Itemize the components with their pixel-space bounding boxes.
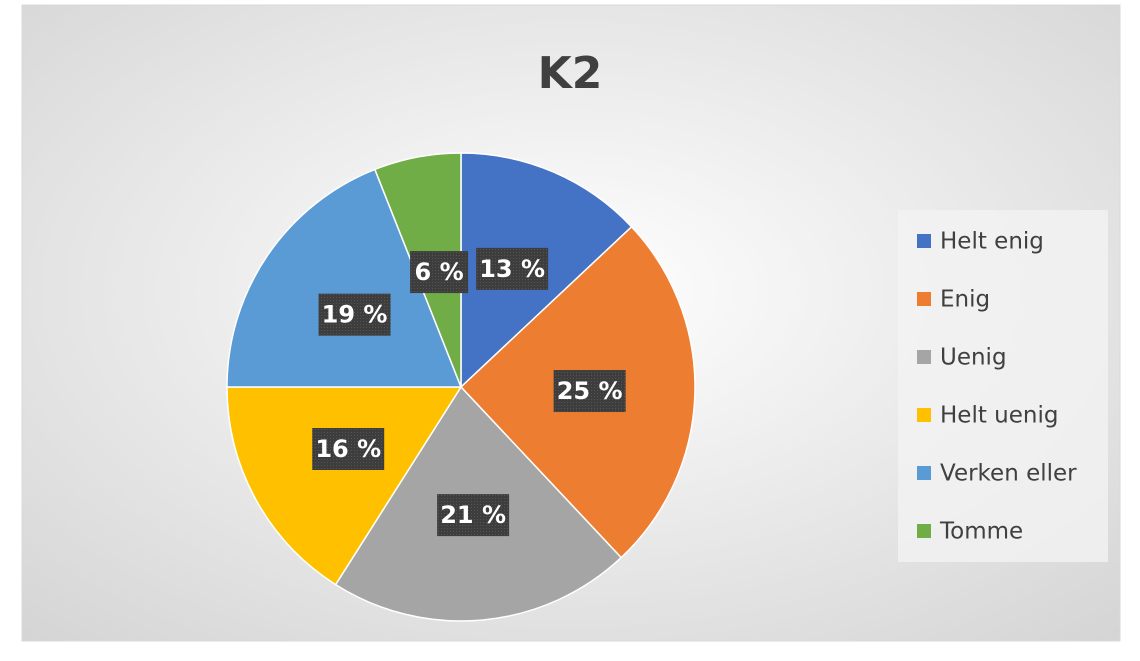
data-label: 25 %: [557, 377, 623, 405]
data-label: 21 %: [440, 501, 506, 529]
pie-slice: [226, 168, 463, 388]
data-labels: 13 % 25 % 21 % 16 % 19 % 6 %: [312, 247, 626, 537]
data-label-box: [437, 494, 510, 537]
data-label-box: [312, 428, 385, 471]
chart-title: K2: [538, 48, 603, 99]
legend-swatch: [917, 524, 931, 538]
data-label: 13 %: [479, 255, 545, 283]
legend-swatch: [917, 466, 931, 480]
data-label-box: [476, 247, 549, 290]
legend-swatch: [917, 292, 931, 306]
pie-slice: [226, 386, 463, 586]
legend-label: Tomme: [939, 519, 1023, 545]
data-label-box: [553, 370, 626, 413]
legend-box: [898, 210, 1108, 562]
legend-label: Enig: [940, 287, 990, 313]
legend-label: Verken eller: [940, 461, 1077, 487]
data-label: 16 %: [315, 435, 381, 463]
data-label: 19 %: [322, 301, 388, 329]
legend-label: Helt enig: [940, 229, 1044, 255]
legend: Helt enig Enig Uenig Helt uenig Verken eller…: [917, 229, 1077, 545]
legend-label: Helt uenig: [940, 403, 1058, 429]
legend-swatch: [917, 350, 931, 364]
data-label: 6 %: [415, 258, 464, 286]
legend-swatch: [917, 408, 931, 422]
legend-label: Uenig: [940, 345, 1007, 371]
data-label-box: [410, 251, 469, 294]
legend-swatch: [917, 234, 931, 248]
data-label-box: [318, 293, 391, 336]
